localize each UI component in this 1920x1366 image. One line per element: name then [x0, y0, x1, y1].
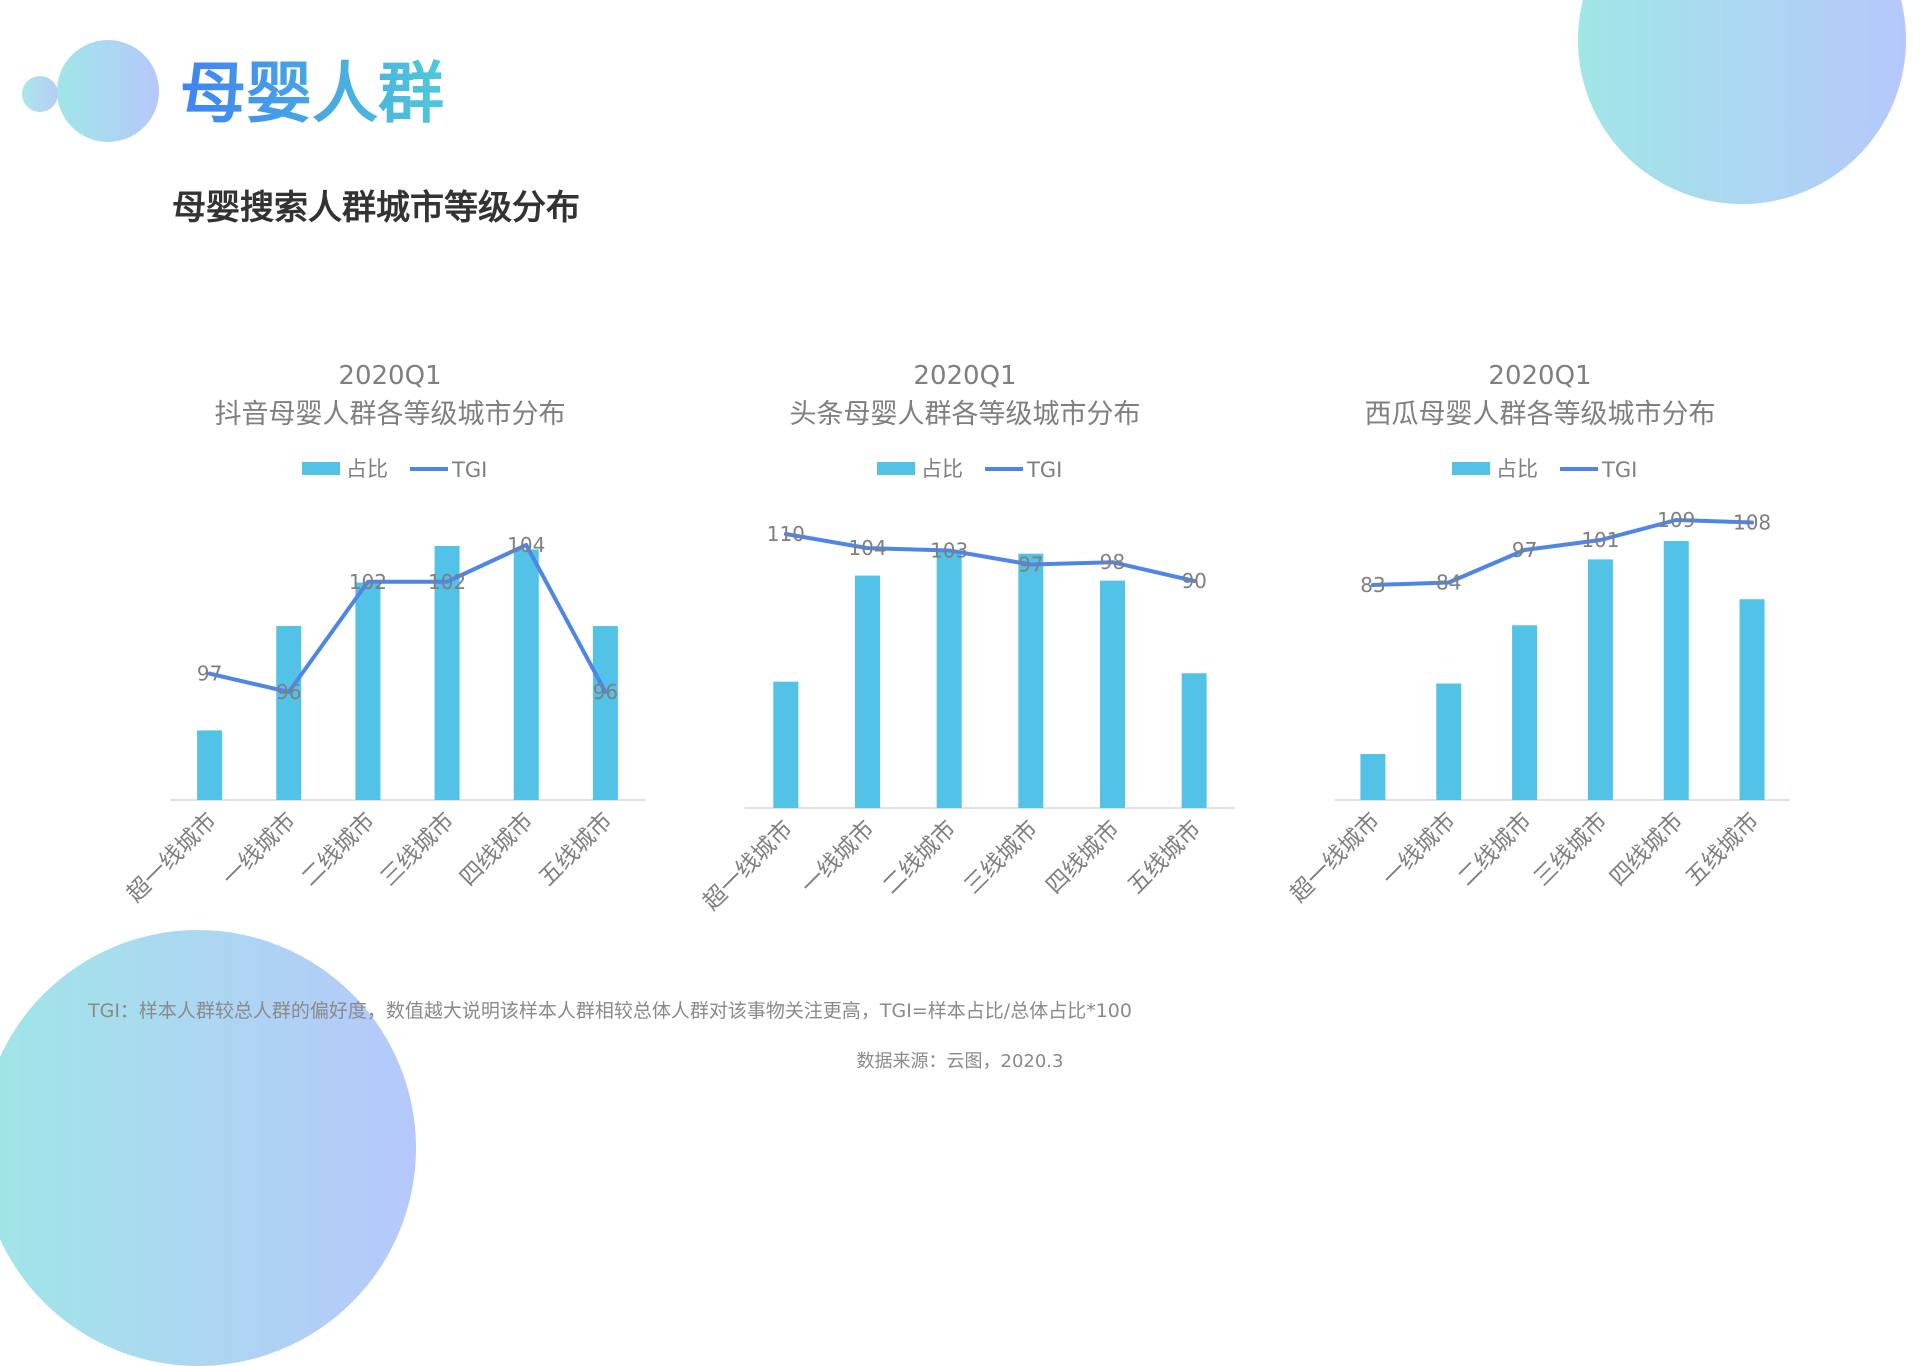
bar — [1512, 625, 1538, 800]
category-label: 一线城市 — [796, 816, 879, 899]
bar — [1436, 683, 1462, 800]
tgi-data-label: 96 — [276, 680, 301, 704]
tgi-data-label: 104 — [507, 533, 545, 557]
bar — [592, 626, 618, 800]
legend-label-bar: 占比 — [346, 457, 388, 481]
bar — [1587, 559, 1613, 800]
chart-legend: 占比 TGI — [877, 457, 1062, 482]
tgi-data-label: 110 — [767, 522, 805, 546]
bar — [1360, 754, 1386, 800]
section-title: 母婴搜索人群城市等级分布 — [172, 188, 580, 228]
category-label: 五线城市 — [534, 808, 617, 891]
bar — [1739, 599, 1765, 800]
chart-title: 2020Q1 — [338, 361, 441, 391]
tgi-data-label: 103 — [930, 538, 968, 562]
category-label: 三线城市 — [1529, 808, 1612, 891]
category-label: 四线城市 — [1041, 816, 1124, 899]
legend-label-bar: 占比 — [1496, 457, 1538, 481]
tgi-data-label: 102 — [349, 570, 387, 594]
category-label: 五线城市 — [1681, 808, 1764, 891]
decorative-circle-top-right — [1578, 0, 1906, 204]
category-label: 三线城市 — [960, 816, 1043, 899]
bar — [197, 730, 223, 800]
tgi-data-label: 98 — [1100, 550, 1125, 574]
tgi-line — [783, 532, 1197, 583]
bar — [1018, 553, 1044, 808]
category-label: 一线城市 — [218, 808, 301, 891]
tgi-data-label: 108 — [1733, 511, 1771, 535]
tgi-data-label: 97 — [197, 662, 222, 686]
bar — [276, 626, 302, 800]
category-label: 四线城市 — [455, 808, 538, 891]
tgi-data-label: 97 — [1512, 538, 1537, 562]
bar — [355, 582, 381, 800]
category-label: 超一线城市 — [1285, 808, 1385, 908]
chart-douyin: 2020Q1 抖音母婴人群各等级城市分布占比 TGI 97 96 102 102 104 96 超… — [110, 350, 670, 940]
bar — [1663, 541, 1689, 800]
chart-subtitle: 头条母婴人群各等级城市分布 — [790, 399, 1141, 430]
bar — [773, 681, 799, 808]
page-title: 母婴人群 — [180, 55, 444, 132]
bar — [513, 549, 539, 800]
legend-label-line: TGI — [1026, 458, 1062, 482]
bar — [1100, 580, 1125, 808]
tgi-line — [207, 543, 608, 694]
chart-legend: 占比 TGI — [1452, 457, 1637, 482]
category-label: 一线城市 — [1378, 808, 1461, 891]
category-label: 二线城市 — [878, 816, 961, 899]
bar — [936, 552, 962, 808]
chart-subtitle: 抖音母婴人群各等级城市分布 — [215, 399, 566, 430]
tgi-data-label: 109 — [1657, 508, 1695, 532]
tgi-line — [1370, 518, 1755, 587]
bar — [434, 546, 460, 800]
category-label: 二线城市 — [1453, 808, 1536, 891]
decorative-circle-small — [22, 76, 58, 112]
chart-title: 2020Q1 — [1488, 361, 1591, 391]
tgi-data-label: 83 — [1360, 573, 1385, 597]
chart-toutiao: 2020Q1 头条母婴人群各等级城市分布占比 TGI 110 104 103 97 98 90 超… — [685, 350, 1245, 940]
tgi-data-label: 97 — [1018, 553, 1043, 577]
decorative-circle-large — [57, 40, 159, 142]
category-label: 四线城市 — [1605, 808, 1688, 891]
chart-legend: 占比 TGI — [302, 457, 487, 482]
category-label: 三线城市 — [376, 808, 459, 891]
chart-xigua: 2020Q1 西瓜母婴人群各等级城市分布占比 TGI 83 84 97 101 109 108 超… — [1260, 350, 1820, 940]
chart-subtitle: 西瓜母婴人群各等级城市分布 — [1365, 399, 1716, 430]
tgi-data-label: 102 — [428, 570, 466, 594]
tgi-data-label: 96 — [593, 680, 618, 704]
tgi-data-label: 101 — [1581, 528, 1619, 552]
tgi-note: TGI：样本人群较总人群的偏好度，数值越大说明该样本人群相较总体人群对该事物关注… — [88, 1000, 1132, 1022]
tgi-data-label: 84 — [1436, 571, 1461, 595]
tgi-data-label: 104 — [848, 536, 886, 560]
chart-title: 2020Q1 — [913, 361, 1016, 391]
category-label: 超一线城市 — [698, 816, 798, 916]
data-source: 数据来源：云图，2020.3 — [856, 1051, 1064, 1072]
legend-swatch-bar — [302, 462, 340, 475]
legend-swatch-bar — [877, 462, 915, 475]
category-label: 五线城市 — [1123, 816, 1206, 899]
tgi-data-label: 90 — [1181, 569, 1206, 593]
legend-label-line: TGI — [451, 458, 487, 482]
bar — [1181, 673, 1207, 808]
category-label: 二线城市 — [297, 808, 380, 891]
legend-label-line: TGI — [1601, 458, 1637, 482]
legend-swatch-bar — [1452, 462, 1490, 475]
bar — [855, 575, 880, 808]
category-label: 超一线城市 — [122, 808, 222, 908]
legend-label-bar: 占比 — [921, 457, 963, 481]
